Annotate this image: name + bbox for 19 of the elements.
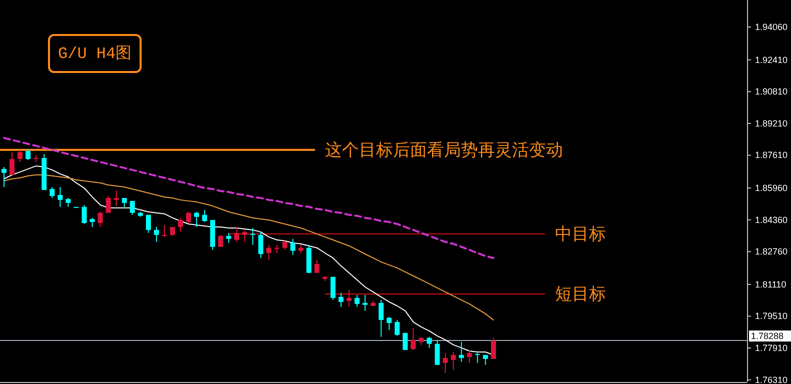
y-tick-label: 1.92410 <box>755 54 788 65</box>
ref-line-label: 这个目标后面看局势再灵活变动 <box>325 140 563 160</box>
ref-line-label: 短目标 <box>555 284 606 304</box>
y-tick-label: 1.79510 <box>755 311 788 322</box>
y-tick-label: 1.77910 <box>755 343 788 354</box>
y-tick-label: 1.94060 <box>755 22 788 32</box>
y-tick-label: 1.76310 <box>755 374 788 384</box>
y-tick-label: 1.84360 <box>755 214 788 225</box>
ref-line-label: 1.78288 <box>751 331 784 341</box>
text: G/U H4图 <box>58 45 132 63</box>
y-tick-label: 1.85960 <box>755 183 788 194</box>
y-tick-label: 1.90810 <box>755 86 788 97</box>
y-tick-label: 1.89210 <box>755 118 788 128</box>
ref-line-label: 中目标 <box>555 224 606 244</box>
y-tick-label: 1.82760 <box>755 246 788 257</box>
line-series <box>4 174 494 320</box>
y-tick-label: 1.81110 <box>755 279 786 290</box>
line-series <box>3 136 494 259</box>
y-tick-label: 1.87610 <box>755 150 788 160</box>
